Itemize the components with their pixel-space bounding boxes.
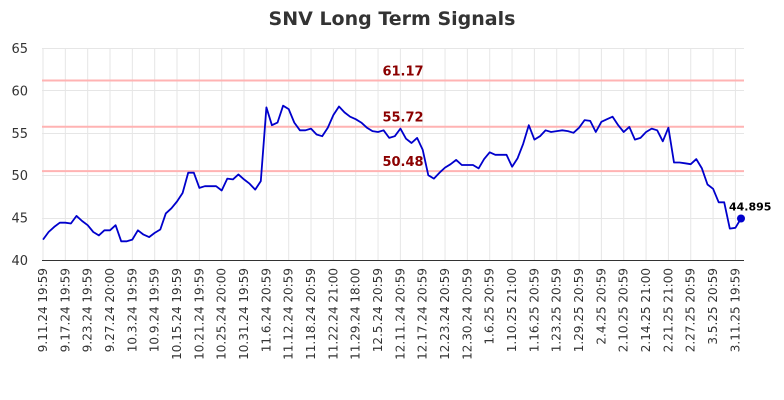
price-line: [42, 104, 742, 243]
x-tick-label: 11.12.24 20:59: [282, 268, 296, 360]
x-tick-label: 1.29.25 20:59: [572, 268, 586, 352]
x-tick-label: 11.22.24 21:00: [326, 268, 340, 360]
signal-level-label: 61.17: [382, 64, 423, 79]
last-value-label: 44.895: [729, 200, 771, 213]
x-tick-label: 10.3.24 19:59: [125, 268, 139, 352]
x-tick-label: 1.23.25 20:59: [550, 268, 564, 352]
x-tick-label: 12.11.24 20:59: [393, 268, 407, 360]
x-tick-label: 11.18.24 20:59: [304, 268, 318, 360]
y-tick-label: 45: [11, 212, 28, 227]
x-tick-label: 10.25.24 20:00: [215, 268, 229, 360]
signal-levels: 61.17 55.72 50.48: [42, 64, 744, 173]
x-tick-label: 2.27.25 20:59: [684, 268, 698, 352]
x-tick-label: 3.11.25 19:59: [728, 268, 742, 352]
x-tick-label: 10.9.24 19:59: [148, 268, 162, 352]
x-tick-label: 11.29.24 18:00: [349, 268, 363, 360]
x-tick-label: 11.6.24 20:59: [259, 268, 273, 352]
y-tick-label: 55: [11, 127, 28, 142]
x-tick-label: 12.17.24 20:59: [416, 268, 430, 360]
x-tick-label: 1.16.25 20:59: [527, 268, 541, 352]
x-tick-label: 1.10.25 21:00: [505, 268, 519, 352]
x-tick-label: 2.10.25 20:59: [617, 268, 631, 352]
x-tick-label: 2.4.25 20:59: [594, 268, 608, 345]
x-tick-label: 9.11.24 19:59: [36, 268, 50, 352]
signal-level-label: 55.72: [382, 111, 423, 126]
x-tick-labels: 9.11.24 19:59 9.17.24 19:59 9.23.24 19:59 9…: [36, 268, 742, 360]
x-tick-label: 12.23.24 20:59: [438, 268, 452, 360]
x-tick-label: 2.21.25 21:00: [661, 268, 675, 352]
y-tick-label: 60: [11, 84, 28, 99]
y-tick-label: 50: [11, 169, 28, 184]
x-tick-label: 10.21.24 19:59: [192, 268, 206, 360]
y-tick-labels: 40 45 50 55 60 65: [11, 42, 28, 269]
x-tick-label: 9.27.24 20:00: [103, 268, 117, 352]
x-tick-label: 10.15.24 19:59: [170, 268, 184, 360]
y-tick-label: 65: [11, 42, 28, 57]
signal-level-label: 50.48: [382, 155, 423, 170]
x-tick-label: 9.17.24 19:59: [58, 268, 72, 352]
grid: [42, 48, 744, 260]
x-tick-label: 2.14.25 21:00: [639, 268, 653, 352]
x-tick-label: 10.31.24 19:59: [237, 268, 251, 360]
x-tick-label: 12.30.24 20:59: [460, 268, 474, 360]
x-tick-label: 9.23.24 19:59: [81, 268, 95, 352]
x-tick-label: 3.5.25 20:59: [706, 268, 720, 345]
chart-title: SNV Long Term Signals: [269, 8, 516, 30]
x-tick-label: 1.6.25 20:59: [483, 268, 497, 345]
last-value-marker: [737, 214, 745, 223]
x-tick-label: 12.5.24 20:59: [371, 268, 385, 352]
y-tick-label: 40: [11, 254, 28, 269]
price-series: 44.895: [42, 104, 771, 243]
